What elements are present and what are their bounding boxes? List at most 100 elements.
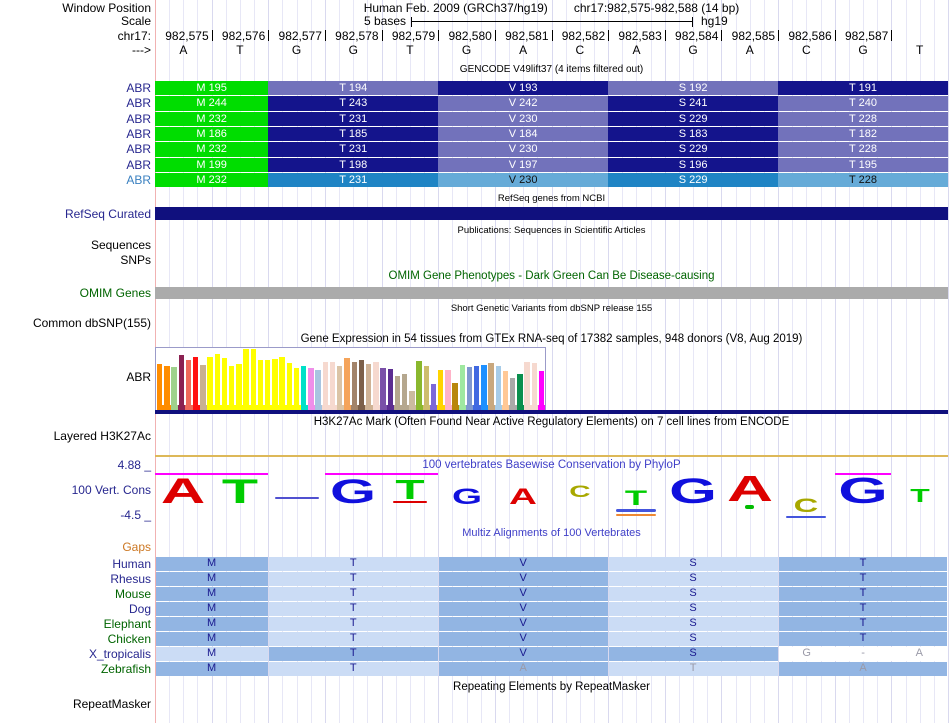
gtex-track-box[interactable] bbox=[155, 347, 546, 411]
gencode-exon-block[interactable]: M 232 bbox=[155, 142, 269, 157]
gencode-exon-block[interactable]: V 242 bbox=[438, 96, 609, 111]
gencode-exon-block[interactable]: M 195 bbox=[155, 81, 269, 96]
gridline bbox=[848, 0, 850, 723]
gencode-exon-block[interactable]: S 229 bbox=[608, 172, 779, 188]
gencode-exon-block[interactable]: T 228 bbox=[778, 111, 948, 126]
species-row-label[interactable]: Dog bbox=[128, 602, 151, 616]
omim-genes-bar[interactable] bbox=[155, 287, 948, 299]
gencode-exon-block[interactable]: T 228 bbox=[778, 172, 948, 188]
omim-title[interactable]: OMIM Gene Phenotypes - Dark Green Can Be… bbox=[388, 270, 715, 282]
gtex-tissue-color-chip bbox=[351, 405, 359, 410]
gencode-exon-block[interactable]: M 199 bbox=[155, 157, 269, 172]
alignment-block: S bbox=[608, 632, 778, 646]
refseq-curated-bar[interactable] bbox=[155, 207, 948, 220]
gencode-exon-block[interactable]: M 232 bbox=[155, 111, 269, 126]
gencode-exon-block[interactable]: T 231 bbox=[268, 111, 439, 126]
gencode-exon-block[interactable]: S 241 bbox=[608, 96, 779, 111]
gencode-exon-block[interactable]: M 232 bbox=[155, 172, 269, 188]
position-label: 982,576 bbox=[221, 29, 266, 43]
alignment-block: V bbox=[438, 617, 608, 631]
position-label: 982,581 bbox=[505, 29, 549, 43]
repeatmasker-title[interactable]: Repeating Elements by RepeatMasker bbox=[453, 681, 650, 693]
gencode-exon-block[interactable]: S 192 bbox=[608, 81, 779, 96]
publications-title[interactable]: Publications: Sequences in Scientific Ar… bbox=[457, 225, 646, 236]
gtex-bar bbox=[301, 366, 307, 405]
gencode-exon-block[interactable]: T 198 bbox=[268, 157, 439, 172]
alignment-letter: - bbox=[861, 647, 865, 659]
gencode-row-label[interactable]: ABR bbox=[126, 126, 151, 141]
gencode-exon-block[interactable]: S 229 bbox=[608, 111, 779, 126]
snps-label[interactable]: SNPs bbox=[120, 253, 151, 267]
gencode-exon-block[interactable]: V 193 bbox=[438, 81, 609, 96]
species-row-label[interactable]: Mouse bbox=[114, 587, 151, 601]
dbsnp-title[interactable]: Short Genetic Variants from dbSNP releas… bbox=[450, 303, 653, 314]
gtex-bar bbox=[236, 364, 242, 405]
base-letter: A bbox=[632, 43, 641, 57]
h3k27ac-title[interactable]: H3K27Ac Mark (Often Found Near Active Re… bbox=[313, 416, 790, 428]
gridline bbox=[693, 0, 695, 723]
gtex-bar bbox=[509, 378, 516, 405]
gencode-exon-block[interactable]: M 186 bbox=[155, 126, 269, 142]
phylop-title[interactable]: 100 vertebrates Basewise Conservation by… bbox=[422, 459, 681, 471]
gridline bbox=[593, 0, 595, 723]
layered-h3k27ac-label[interactable]: Layered H3K27Ac bbox=[53, 429, 151, 443]
gencode-exon-block[interactable]: T 185 bbox=[268, 126, 439, 142]
gencode-exon-block[interactable]: M 244 bbox=[155, 96, 269, 111]
base-letter: C bbox=[802, 43, 811, 57]
sequences-label[interactable]: Sequences bbox=[90, 238, 151, 252]
gencode-exon-block[interactable]: T 228 bbox=[778, 142, 948, 157]
species-row-label[interactable]: Elephant bbox=[103, 617, 151, 631]
gtex-tissue-color-chip bbox=[293, 405, 301, 410]
refseq-curated-label[interactable]: RefSeq Curated bbox=[64, 207, 151, 221]
gencode-row-label[interactable]: ABR bbox=[126, 111, 151, 126]
gencode-exon-block[interactable]: S 229 bbox=[608, 142, 779, 157]
gridline bbox=[636, 0, 638, 723]
species-row-label[interactable]: X_tropicalis bbox=[88, 647, 151, 661]
gridline bbox=[650, 0, 652, 723]
gaps-label[interactable]: Gaps bbox=[122, 540, 151, 554]
gencode-exon-block[interactable]: T 182 bbox=[778, 126, 948, 142]
gtex-title[interactable]: Gene Expression in 54 tissues from GTEx … bbox=[300, 333, 803, 345]
gencode-exon-block[interactable]: V 197 bbox=[438, 157, 609, 172]
gtex-tissue-color-chip bbox=[257, 405, 265, 410]
gencode-row-label[interactable]: ABR bbox=[126, 96, 151, 111]
species-row-label[interactable]: Human bbox=[112, 557, 151, 571]
multiz-title[interactable]: Multiz Alignments of 100 Vertebrates bbox=[462, 527, 641, 539]
gencode-exon-block[interactable]: T 191 bbox=[778, 81, 948, 96]
h3k27ac-baseline[interactable] bbox=[155, 455, 948, 457]
gencode-exon-block[interactable]: S 196 bbox=[608, 157, 779, 172]
gencode-row-label[interactable]: ABR bbox=[126, 172, 151, 187]
gtex-gene-model-bar[interactable] bbox=[155, 410, 948, 414]
gtex-tissue-color-chip bbox=[401, 405, 409, 410]
position-label: 982,580 bbox=[448, 29, 492, 43]
species-row-label[interactable]: Rhesus bbox=[110, 572, 151, 586]
gencode-exon-block[interactable]: T 194 bbox=[268, 81, 439, 96]
gencode-exon-block[interactable]: T 195 bbox=[778, 157, 948, 172]
gtex-bar bbox=[373, 362, 379, 405]
gencode-exon-block[interactable]: V 230 bbox=[438, 142, 609, 157]
common-dbsnp-label[interactable]: Common dbSNP(155) bbox=[32, 316, 151, 330]
gencode-exon-block[interactable]: S 183 bbox=[608, 126, 779, 142]
gencode-exon-block[interactable]: T 231 bbox=[268, 142, 439, 157]
species-row-label[interactable]: Zebrafish bbox=[100, 662, 151, 676]
gtex-gene-label[interactable]: ABR bbox=[126, 370, 151, 384]
gencode-row-label[interactable]: ABR bbox=[126, 81, 151, 95]
gencode-title[interactable]: GENCODE V49lift37 (4 items filtered out) bbox=[459, 64, 644, 75]
species-row-label[interactable]: Chicken bbox=[107, 632, 151, 646]
gtex-tissue-color-chip bbox=[214, 405, 222, 410]
repeatmasker-label[interactable]: RepeatMasker bbox=[72, 697, 151, 711]
gencode-exon-block[interactable]: V 184 bbox=[438, 126, 609, 142]
gencode-exon-block[interactable]: T 240 bbox=[778, 96, 948, 111]
gencode-exon-block[interactable]: T 231 bbox=[268, 172, 439, 188]
gencode-row-label[interactable]: ABR bbox=[126, 142, 151, 157]
gtex-bar bbox=[193, 357, 199, 405]
gencode-exon-block[interactable]: T 243 bbox=[268, 96, 439, 111]
refseq-title[interactable]: RefSeq genes from NCBI bbox=[497, 193, 606, 204]
omim-genes-label[interactable]: OMIM Genes bbox=[79, 286, 151, 300]
gencode-exon-block[interactable]: V 230 bbox=[438, 111, 609, 126]
gencode-row-label[interactable]: ABR bbox=[126, 157, 151, 172]
gridline bbox=[664, 0, 666, 723]
gencode-exon-block[interactable]: V 230 bbox=[438, 172, 609, 188]
vert-cons-label[interactable]: 100 Vert. Cons bbox=[71, 483, 151, 497]
gtex-tissue-color-chip bbox=[365, 405, 373, 410]
